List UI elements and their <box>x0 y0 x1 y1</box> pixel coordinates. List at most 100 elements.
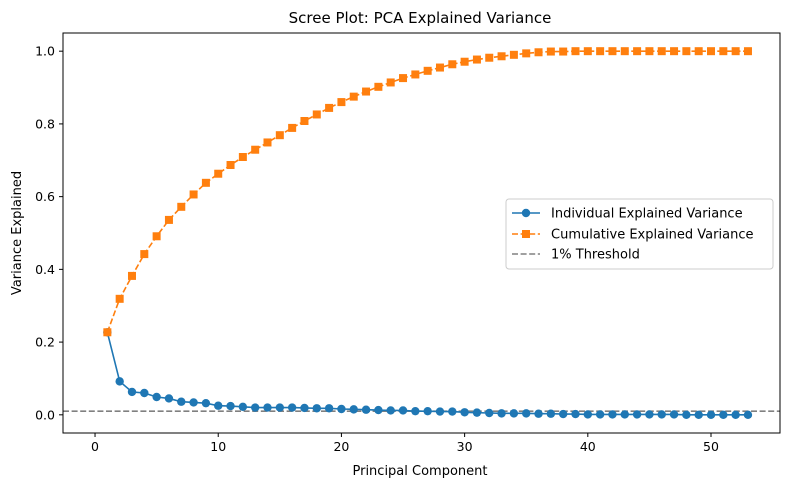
cumulative-variance-point <box>325 103 334 112</box>
individual-variance-point <box>620 410 629 419</box>
x-tick-label: 0 <box>91 439 99 454</box>
cumulative-variance-point <box>596 47 605 56</box>
y-tick-label: 0.8 <box>35 116 55 131</box>
cumulative-variance-point <box>251 145 260 154</box>
individual-variance-point <box>706 410 716 420</box>
cumulative-variance-point <box>731 47 740 56</box>
individual-variance-point <box>632 410 642 419</box>
y-axis-label: Variance Explained <box>10 171 25 295</box>
individual-variance-point <box>263 403 272 412</box>
cumulative-variance-point <box>522 49 531 58</box>
cumulative-variance-point <box>214 169 223 178</box>
individual-variance-point <box>349 405 358 414</box>
individual-variance-point <box>719 410 728 420</box>
individual-variance-point <box>546 409 556 418</box>
individual-variance-point <box>115 377 124 386</box>
cumulative-variance-point <box>300 117 309 125</box>
individual-variance-point <box>448 407 457 416</box>
individual-variance-point <box>324 404 334 413</box>
chart-title: Scree Plot: PCA Explained Variance <box>289 9 552 27</box>
y-tick-label: 0.0 <box>35 407 55 422</box>
cumulative-variance-point <box>682 47 691 56</box>
cumulative-variance-point <box>620 47 629 56</box>
cumulative-variance-point <box>448 60 457 69</box>
individual-variance-point <box>386 406 395 415</box>
cumulative-variance-point <box>583 47 592 56</box>
individual-variance-point <box>571 409 580 419</box>
cumulative-variance-point <box>743 47 752 56</box>
cumulative-variance-point <box>288 123 297 132</box>
plot-frame-border <box>62 32 781 434</box>
x-tick-label: 50 <box>703 439 719 454</box>
individual-variance-point <box>460 408 469 417</box>
x-tick-label: 40 <box>580 439 596 454</box>
individual-variance-point <box>645 410 654 419</box>
cumulative-variance-point <box>226 161 235 169</box>
x-tick-label: 10 <box>210 439 226 454</box>
cumulative-variance-point <box>374 82 383 91</box>
cumulative-variance-point <box>472 55 481 64</box>
individual-variance-point <box>238 402 248 412</box>
cumulative-variance-point <box>509 50 518 59</box>
cumulative-variance-point <box>497 52 506 61</box>
individual-variance-point <box>657 410 666 419</box>
legend-box <box>505 198 774 270</box>
x-tick-label: 30 <box>457 439 473 454</box>
y-tick-label: 1.0 <box>35 44 55 59</box>
individual-variance-point <box>497 409 506 418</box>
legend-marker-cumulative <box>522 230 530 238</box>
individual-variance-point <box>583 410 593 419</box>
individual-variance-point <box>164 394 174 403</box>
y-axis: 0.0 0.2 0.4 0.6 0.8 1.0 <box>35 44 63 422</box>
individual-variance-point <box>472 408 482 417</box>
legend: Individual Explained Variance Cumulative… <box>505 198 774 270</box>
individual-variance-point <box>682 410 691 420</box>
individual-variance-point <box>485 408 494 418</box>
legend-label-threshold: 1% Threshold <box>551 248 640 263</box>
cumulative-variance-point <box>312 110 321 119</box>
individual-variance-point <box>226 401 235 411</box>
cumulative-variance-point <box>485 53 494 62</box>
individual-variance-point <box>534 409 543 418</box>
individual-variance-point <box>411 406 420 416</box>
cumulative-variance-point <box>115 294 124 303</box>
individual-variance-point <box>140 388 149 398</box>
individual-variance-point <box>509 409 519 418</box>
individual-variance-point <box>287 403 297 412</box>
cumulative-variance-point <box>127 271 136 280</box>
individual-variance-point <box>731 410 740 420</box>
legend-label-individual: Individual Explained Variance <box>551 207 743 222</box>
individual-variance-point <box>152 392 161 402</box>
individual-variance-point <box>201 398 211 408</box>
x-axis: 0 10 20 30 40 50 <box>91 433 719 454</box>
individual-variance-point <box>361 405 371 414</box>
cumulative-variance-point <box>534 48 543 57</box>
cumulative-variance-point <box>238 153 247 161</box>
cumulative-variance-point <box>546 47 555 56</box>
individual-variance-point <box>435 407 445 416</box>
individual-variance-point <box>595 410 605 419</box>
cumulative-variance-point <box>189 190 198 199</box>
x-axis-label: Principal Component <box>352 464 487 479</box>
cumulative-variance-point <box>423 66 432 75</box>
individual-variance-point <box>374 405 383 415</box>
cumulative-variance-point <box>337 98 346 107</box>
cumulative-variance-point <box>164 215 173 224</box>
cumulative-variance-point <box>362 87 371 96</box>
y-tick-label: 0.2 <box>35 335 55 350</box>
individual-variance-point <box>250 403 260 412</box>
individual-variance-point <box>189 398 198 407</box>
individual-variance-point <box>337 404 346 414</box>
individual-variance-point <box>398 406 408 415</box>
cumulative-variance-point <box>608 47 617 56</box>
individual-variance-point <box>127 387 137 397</box>
individual-variance-point <box>423 406 432 416</box>
cumulative-variance-point <box>694 47 703 56</box>
cumulative-variance-point <box>645 47 654 56</box>
cumulative-variance-point <box>399 74 408 83</box>
individual-variance-point <box>669 410 679 419</box>
cumulative-variance-point <box>707 47 716 56</box>
individual-variance-point <box>743 410 753 420</box>
y-tick-label: 0.4 <box>35 262 55 277</box>
